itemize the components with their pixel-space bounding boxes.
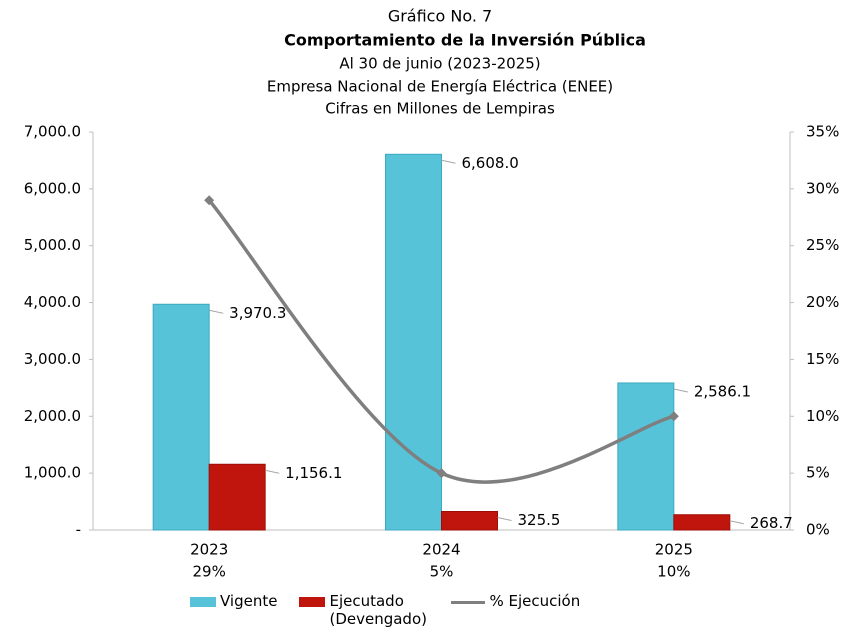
y2-tick-label: 15% <box>806 350 839 368</box>
y2-tick-label: 20% <box>806 293 839 311</box>
x-tick-label: 2025 <box>655 541 693 559</box>
chart: Gráfico No. 7 Comportamiento de la Inver… <box>24 7 840 581</box>
bar <box>441 510 498 531</box>
y2-tick-label: 25% <box>806 236 839 254</box>
bar <box>617 382 675 531</box>
y2-tick-label: 35% <box>806 123 839 141</box>
data-label: 268.7 <box>750 514 793 532</box>
legend-item: Ejecutado (Devengado) <box>299 592 429 628</box>
leader-line <box>265 469 280 474</box>
legend-item: Vigente <box>190 592 277 610</box>
leader-line <box>209 309 224 314</box>
leader-line <box>673 388 688 393</box>
y2-tick-label: 0% <box>806 521 830 539</box>
data-label: 2,586.1 <box>694 382 751 400</box>
y-tick-label: 4,000.0 <box>24 293 81 311</box>
legend: Vigente Ejecutado (Devengado) % Ejecución <box>190 592 602 628</box>
data-label: 6,608.0 <box>462 154 519 172</box>
leader-line <box>441 159 456 164</box>
x-tick-sublabel: 10% <box>657 563 690 581</box>
y-tick-label: 7,000.0 <box>24 123 81 141</box>
legend-swatch <box>190 597 216 607</box>
legend-swatch <box>451 601 486 604</box>
subtitle: Cifras en Millones de Lempiras <box>325 100 555 118</box>
line <box>207 199 675 484</box>
chart-number: Gráfico No. 7 <box>388 7 492 26</box>
y-tick-label: - <box>76 521 81 539</box>
point <box>668 411 679 422</box>
x-tick-label: 2024 <box>422 541 460 559</box>
y2-tick-label: 10% <box>806 407 839 425</box>
leader-line <box>497 517 512 521</box>
legend-label: Ejecutado (Devengado) <box>329 592 427 628</box>
legend-swatch <box>299 597 326 607</box>
legend-label: Vigente <box>220 592 278 610</box>
y-tick-label: 2,000.0 <box>24 407 81 425</box>
chart-title: Comportamiento de la Inversión Pública <box>284 31 646 50</box>
point <box>436 468 447 479</box>
x-tick-label: 2023 <box>190 541 228 559</box>
leader-line <box>729 520 744 525</box>
legend-item: % Ejecución <box>451 592 580 610</box>
y2-tick-label: 5% <box>806 464 830 482</box>
bar <box>208 463 266 531</box>
subtitle: Al 30 de junio (2023-2025) <box>339 55 540 73</box>
bar <box>673 514 731 531</box>
y-tick-label: 5,000.0 <box>24 236 81 254</box>
data-label: 325.5 <box>518 511 561 529</box>
bar <box>152 303 210 531</box>
subtitle: Empresa Nacional de Energía Eléctrica (E… <box>267 78 613 96</box>
x-tick-sublabel: 29% <box>192 563 225 581</box>
point <box>204 195 215 206</box>
x-tick-sublabel: 5% <box>430 563 454 581</box>
y-tick-label: 1,000.0 <box>24 464 81 482</box>
data-label: 3,970.3 <box>229 304 286 322</box>
legend-label: % Ejecución <box>489 592 581 610</box>
data-label: 1,156.1 <box>285 464 342 482</box>
y2-tick-label: 30% <box>806 179 839 197</box>
y-tick-label: 3,000.0 <box>24 350 81 368</box>
y-tick-label: 6,000.0 <box>24 179 81 197</box>
bar <box>385 153 442 531</box>
